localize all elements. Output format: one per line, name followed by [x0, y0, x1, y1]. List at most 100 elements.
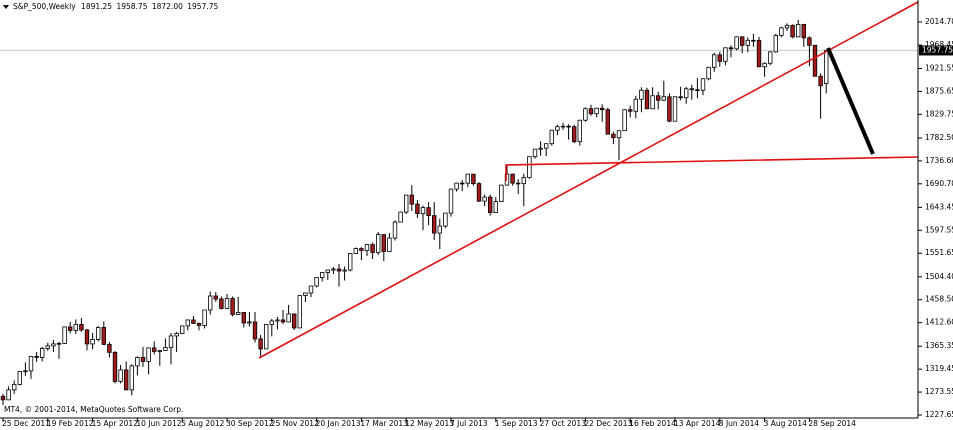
candle-body	[51, 343, 56, 347]
candle-body	[577, 119, 582, 143]
y-tick-label: 2014.70	[925, 17, 953, 26]
candle-body	[174, 333, 179, 337]
candle-body	[353, 248, 358, 254]
candle-body	[90, 339, 95, 345]
candle-body	[17, 370, 22, 385]
x-tick-label: 30 Sep 2012	[226, 419, 274, 428]
candle-body	[101, 327, 106, 345]
info-open: 1891.25	[81, 2, 112, 11]
candle-body	[168, 335, 174, 348]
x-tick-label: 20 Jan 2013	[316, 419, 361, 428]
candle-body	[588, 108, 594, 115]
candle-body	[375, 234, 381, 253]
x-tick-label: 27 Oct 2013	[540, 419, 587, 428]
candle-body	[213, 295, 218, 300]
x-tick-label: 10 Jun 2012	[136, 419, 181, 428]
x-tick-label: 15 Apr 2012	[92, 419, 139, 428]
candle-body	[263, 324, 269, 350]
candle-body	[684, 88, 689, 99]
candle-body	[135, 357, 140, 367]
candle-body	[459, 182, 465, 185]
x-tick-label: 28 Sep 2014	[808, 419, 856, 428]
candle-body	[286, 313, 291, 323]
symbol: S&P_500,Weekly	[13, 2, 76, 11]
candle-body	[622, 109, 627, 132]
candle-body	[191, 319, 196, 324]
candle-body	[717, 54, 722, 62]
candle-body	[297, 295, 302, 329]
candle-body	[443, 212, 448, 227]
candle-body	[336, 268, 342, 272]
y-tick-label: 1458.50	[925, 295, 953, 304]
candle-body	[745, 39, 750, 46]
candle-body	[616, 130, 622, 139]
candle-body	[370, 244, 375, 253]
candle-body	[487, 196, 493, 213]
candle-body	[28, 356, 34, 372]
candle-body	[628, 109, 633, 112]
candle-body	[521, 177, 526, 185]
candle-body	[544, 143, 549, 149]
candle-body	[672, 96, 678, 122]
y-tick-label: 1736.60	[925, 156, 953, 165]
y-tick-label: 1319.45	[925, 364, 953, 373]
y-tick-label: 1968.45	[925, 40, 953, 49]
candle-body	[790, 24, 795, 38]
candle-body	[728, 47, 734, 50]
candle-body	[11, 383, 17, 391]
candle-body	[779, 27, 784, 36]
candle-body	[633, 98, 638, 112]
candle-body	[538, 147, 543, 150]
candle-body	[319, 272, 325, 278]
info-high: 1958.75	[116, 2, 147, 11]
candle-body	[185, 319, 190, 327]
support-line	[505, 156, 919, 181]
candle-body	[471, 173, 476, 185]
candle-body	[34, 356, 39, 358]
y-tick-label: 1504.40	[925, 272, 953, 281]
candle-body	[723, 47, 728, 62]
candle-body	[476, 183, 482, 202]
candle-body	[510, 173, 515, 184]
x-tick-label: 17 Mar 2013	[360, 419, 408, 428]
candle-body	[359, 248, 364, 251]
y-tick-label: 1921.55	[925, 64, 953, 73]
candle-body	[600, 107, 605, 111]
y-tick-label: 1365.35	[925, 341, 953, 350]
candle-body	[151, 347, 157, 352]
candle-body	[431, 215, 437, 234]
candle-body	[740, 36, 745, 46]
candle-body	[734, 36, 739, 50]
candle-body	[499, 184, 504, 203]
candle-body	[45, 345, 50, 349]
candle-body	[129, 365, 134, 391]
menu-arrow[interactable]	[3, 5, 9, 9]
candle-body	[555, 126, 560, 131]
candle-body	[118, 369, 123, 382]
candle-body	[784, 24, 790, 29]
candle-body	[68, 326, 73, 331]
candle-body	[392, 221, 398, 239]
candle-body	[712, 54, 717, 68]
candle-body	[572, 126, 577, 143]
candle-body	[560, 125, 566, 128]
candle-body	[706, 66, 711, 80]
candle-body	[6, 389, 11, 401]
copyright: MT4, © 2001-2014, MetaQuotes Software Co…	[4, 405, 183, 414]
candle-body	[387, 237, 392, 252]
candle-body	[157, 350, 162, 352]
candle-body	[398, 211, 403, 223]
candle-body	[656, 95, 661, 101]
x-tick-label: 16 Feb 2014	[629, 419, 676, 428]
candle-body	[661, 96, 666, 101]
candle-body	[532, 148, 538, 158]
candle-body	[824, 50, 829, 85]
candle-body	[325, 269, 330, 273]
candle-body	[818, 75, 823, 87]
y-tick-label: 1643.45	[925, 202, 953, 211]
candles-layer	[0, 19, 829, 405]
candle-body	[482, 196, 487, 202]
candle-body	[426, 207, 431, 216]
